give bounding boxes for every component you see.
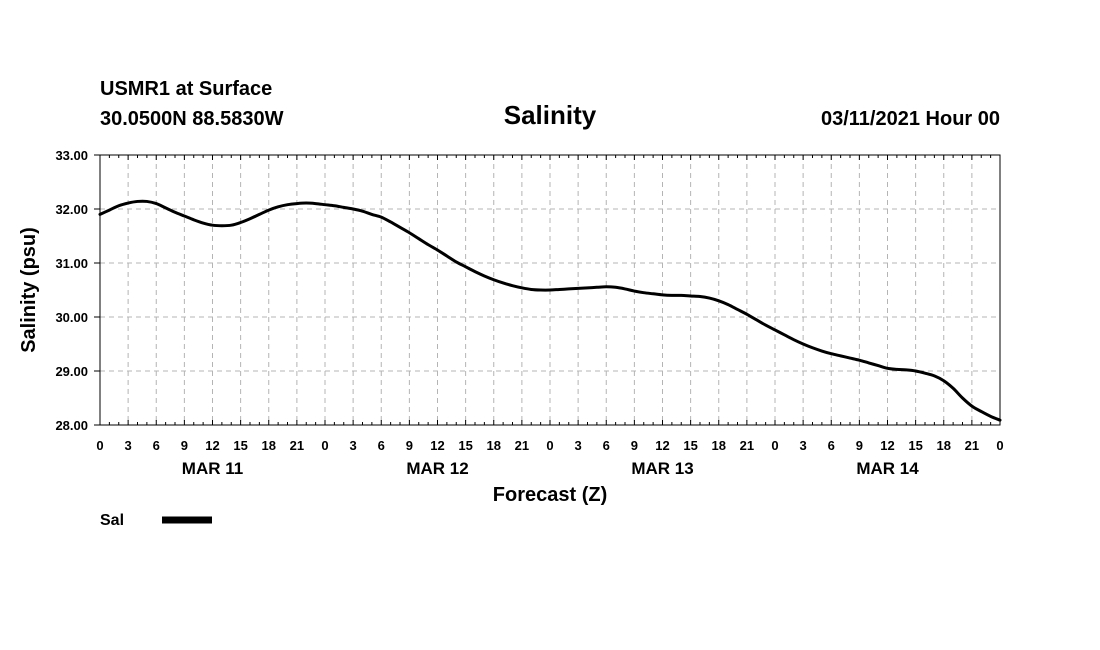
x-tick-label: 3 xyxy=(800,438,807,453)
x-tick-label: 21 xyxy=(515,438,529,453)
x-tick-label: 0 xyxy=(321,438,328,453)
y-tick-label: 31.00 xyxy=(55,256,88,271)
location-label: 30.0500N 88.5830W xyxy=(100,108,284,130)
x-tick-label: 0 xyxy=(546,438,553,453)
x-tick-label: 21 xyxy=(965,438,979,453)
x-tick-label: 21 xyxy=(740,438,754,453)
x-tick-label: 0 xyxy=(996,438,1003,453)
grid-lines xyxy=(100,155,1000,425)
x-tick-label: 6 xyxy=(603,438,610,453)
y-tick-label: 33.00 xyxy=(55,148,88,163)
date-label: MAR 12 xyxy=(406,459,468,478)
date-label: MAR 13 xyxy=(631,459,693,478)
x-tick-label: 15 xyxy=(458,438,472,453)
x-tick-label: 12 xyxy=(430,438,444,453)
x-tick-label: 9 xyxy=(406,438,413,453)
x-tick-label: 15 xyxy=(683,438,697,453)
legend-label: Sal xyxy=(100,512,124,529)
x-tick-label: 0 xyxy=(96,438,103,453)
x-tick-label: 21 xyxy=(290,438,304,453)
x-tick-label: 12 xyxy=(655,438,669,453)
tick-labels: 0 3 6 9 12 15 18 21 0 3 6 9 12 15 18 21 0 3 6 9 12 15 18 21 0 3 6 9… xyxy=(55,148,1003,453)
x-tick-label: 9 xyxy=(856,438,863,453)
x-tick-label: 3 xyxy=(125,438,132,453)
y-tick-label: 29.00 xyxy=(55,364,88,379)
x-tick-label: 0 xyxy=(771,438,778,453)
x-tick-label: 6 xyxy=(828,438,835,453)
chart-title: Salinity xyxy=(504,100,597,130)
y-tick-label: 28.00 xyxy=(55,418,88,433)
legend: Sal xyxy=(100,512,212,529)
x-tick-label: 3 xyxy=(350,438,357,453)
x-tick-label: 18 xyxy=(487,438,501,453)
x-tick-label: 18 xyxy=(937,438,951,453)
x-tick-label: 15 xyxy=(233,438,247,453)
x-tick-label: 18 xyxy=(712,438,726,453)
x-tick-label: 15 xyxy=(908,438,922,453)
y-tick-label: 32.00 xyxy=(55,202,88,217)
x-tick-label: 9 xyxy=(631,438,638,453)
y-tick-label: 30.00 xyxy=(55,310,88,325)
date-labels: MAR 11 MAR 12 MAR 13 MAR 14 xyxy=(182,459,919,478)
x-tick-label: 3 xyxy=(575,438,582,453)
x-tick-label: 9 xyxy=(181,438,188,453)
station-label: USMR1 at Surface xyxy=(100,78,272,100)
x-tick-label: 6 xyxy=(378,438,385,453)
plot-frame xyxy=(99,154,1001,426)
x-axis-label: Forecast (Z) xyxy=(493,484,607,506)
x-tick-label: 12 xyxy=(205,438,219,453)
x-tick-label: 18 xyxy=(262,438,276,453)
series-line-sal xyxy=(98,199,1002,422)
y-axis-label: Salinity (psu) xyxy=(18,227,40,353)
date-label: MAR 14 xyxy=(856,459,919,478)
x-tick-label: 6 xyxy=(153,438,160,453)
date-label: MAR 11 xyxy=(182,459,243,478)
run-time-label: 03/11/2021 Hour 00 xyxy=(821,108,1000,130)
x-tick-label: 12 xyxy=(880,438,894,453)
